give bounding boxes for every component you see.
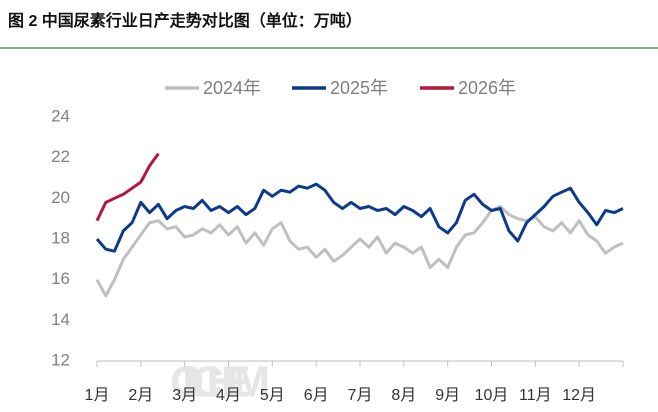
- x-tick-label: 6月: [304, 387, 329, 404]
- series-line: [95, 182, 624, 253]
- chart-title: 图 2 中国尿素行业日产走势对比图（单位：万吨）: [8, 11, 362, 30]
- legend-label: 2024年: [203, 78, 261, 98]
- y-tick-label: 20: [51, 188, 70, 207]
- y-tick-label: 16: [51, 269, 70, 288]
- x-tick-label: 1月: [85, 387, 110, 404]
- x-tick-label: 10月: [475, 387, 509, 404]
- y-tick-label: 24: [51, 106, 70, 125]
- x-tick-label: 12月: [562, 387, 596, 404]
- x-tick-label: 7月: [348, 387, 373, 404]
- y-tick-label: 22: [51, 147, 70, 166]
- x-tick-label: 9月: [435, 387, 460, 404]
- x-tick-label: 11月: [519, 387, 552, 404]
- legend-label: 2025年: [330, 78, 388, 98]
- x-tick-label: 2月: [128, 387, 153, 404]
- y-tick-label: 18: [51, 228, 70, 247]
- x-tick-label: 3月: [172, 387, 197, 404]
- series-line: [95, 205, 624, 298]
- y-tick-label: 14: [51, 310, 70, 329]
- watermark: OILCHEM: [170, 358, 270, 407]
- x-tick-label: 5月: [260, 387, 285, 404]
- series-line: [95, 152, 160, 222]
- x-tick-label: 4月: [216, 387, 241, 404]
- x-tick-label: 8月: [391, 387, 416, 404]
- legend-label: 2026年: [458, 78, 516, 98]
- y-tick-label: 12: [51, 350, 70, 369]
